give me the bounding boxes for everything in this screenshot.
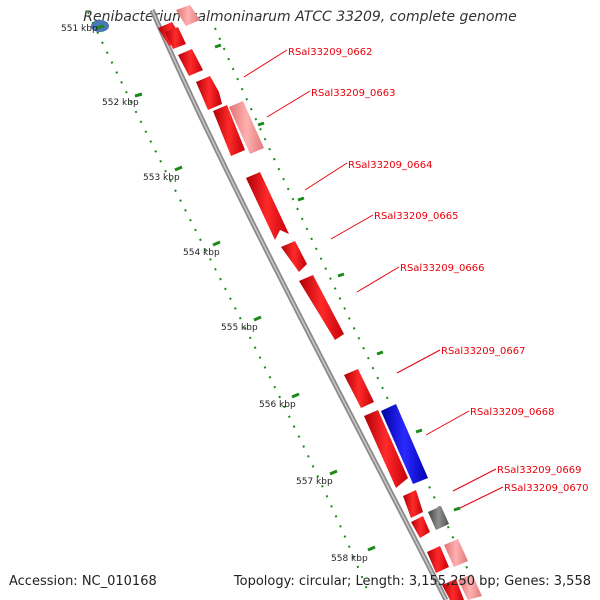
gene-feature: [428, 506, 449, 530]
label-leader: [452, 468, 497, 492]
ruler-ticks: [95, 24, 376, 552]
genome-backbone-highlight: [151, 9, 447, 600]
gene-label: RSal33209_0666: [400, 263, 484, 274]
ruler-label: 552 kbp: [102, 98, 139, 108]
gene-label: RSal33209_0670: [504, 483, 588, 494]
gene-feature: [427, 546, 449, 573]
ruler-label: 554 kbp: [183, 248, 220, 258]
gene-feature: [165, 27, 186, 49]
genome-summary: Topology: circular; Length: 3,155,250 bp…: [233, 574, 591, 589]
label-leader: [396, 349, 441, 374]
genome-backbone: [149, 8, 449, 600]
gene-feature: [196, 76, 222, 110]
gene-feature: [403, 490, 423, 518]
ruler-label: 553 kbp: [143, 173, 180, 183]
gene-feature: [299, 275, 344, 340]
ruler-label: 555 kbp: [221, 323, 258, 333]
gene-feature: [381, 404, 428, 484]
outer-tick: [415, 428, 423, 434]
gene-label: RSal33209_0663: [311, 88, 395, 99]
ruler-tick: [174, 165, 183, 172]
gene-feature: [444, 539, 468, 567]
gene-feature: [229, 101, 264, 154]
label-leader: [459, 486, 504, 509]
gene-label: RSal33209_0668: [470, 407, 554, 418]
gene-feature: [411, 516, 430, 538]
ruler-tick: [367, 545, 376, 552]
outer-tick: [376, 350, 384, 356]
gene-label: RSal33209_0664: [348, 160, 432, 171]
ruler-tick: [329, 469, 338, 476]
outer-tick: [297, 196, 305, 202]
accession-text: Accession: NC_010168: [9, 574, 157, 589]
outer-tick: [453, 506, 461, 512]
ruler-track: [87, 11, 369, 593]
label-leader: [243, 49, 288, 78]
gene-label: RSal33209_0665: [374, 211, 458, 222]
ruler-tick: [134, 92, 143, 98]
label-leader: [304, 162, 348, 191]
ruler-tick: [253, 315, 262, 322]
gene-label: RSal33209_0662: [288, 47, 372, 58]
gene-label: RSal33209_0667: [441, 346, 525, 357]
label-leader: [356, 266, 400, 293]
label-leader: [266, 90, 311, 118]
ruler-label: 558 kbp: [331, 554, 368, 564]
gene-feature: [246, 172, 289, 240]
outer-tick: [257, 121, 265, 127]
gene-feature: [344, 369, 374, 408]
outer-tick: [214, 43, 222, 49]
label-leader: [330, 214, 374, 240]
gene-feature: [178, 49, 203, 76]
label-leader: [425, 410, 470, 436]
gene-feature: [364, 410, 408, 488]
ruler-tick: [95, 24, 105, 30]
label-leaders: [243, 49, 504, 509]
ruler-tick: [291, 392, 300, 399]
gene-feature: [213, 105, 245, 156]
gene-feature: [176, 5, 200, 26]
outer-tick: [337, 272, 345, 278]
ruler-tick: [212, 240, 221, 247]
outer-ticks: [214, 43, 461, 512]
gene-feature: [458, 574, 482, 600]
gene-label: RSal33209_0669: [497, 465, 581, 476]
ruler-label: 556 kbp: [259, 400, 296, 410]
gene-feature: [442, 579, 464, 600]
gene-feature: [281, 241, 307, 272]
ruler-label: 551 kbp: [61, 24, 98, 34]
ruler-label: 557 kbp: [296, 477, 333, 487]
